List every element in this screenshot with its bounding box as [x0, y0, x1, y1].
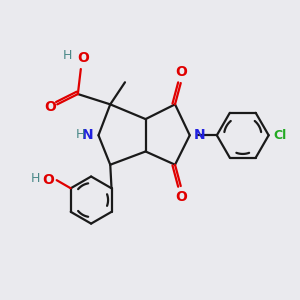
Text: Cl: Cl: [273, 129, 286, 142]
Text: O: O: [77, 51, 89, 65]
Text: N: N: [193, 128, 205, 142]
Text: H: H: [31, 172, 40, 185]
Text: H: H: [62, 49, 72, 62]
Text: H: H: [76, 128, 85, 141]
Text: N: N: [82, 128, 93, 142]
Text: O: O: [175, 190, 187, 204]
Text: O: O: [44, 100, 56, 114]
Text: O: O: [43, 173, 54, 187]
Text: O: O: [175, 65, 187, 80]
